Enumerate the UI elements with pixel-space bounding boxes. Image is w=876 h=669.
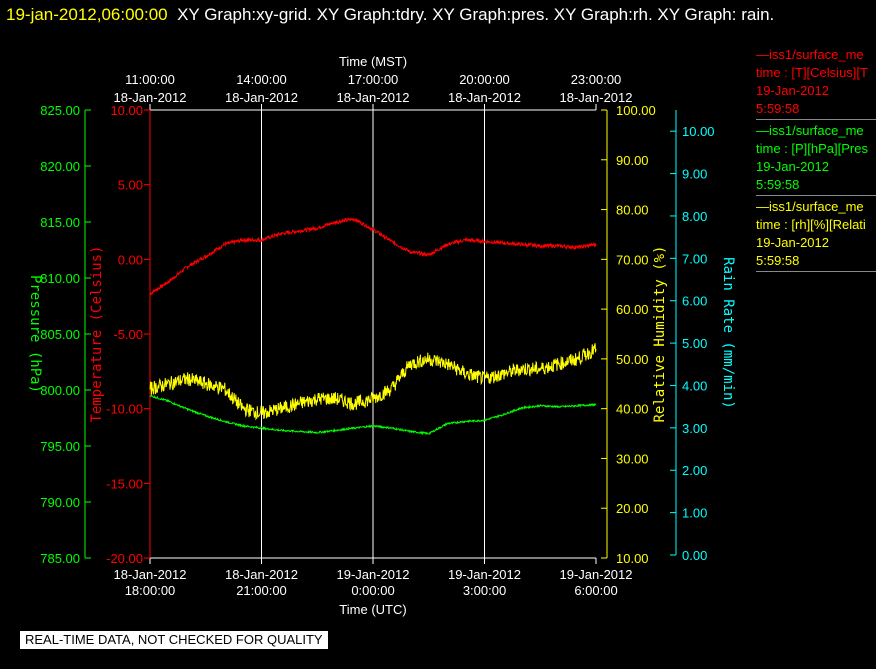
pressure-tick-label: 820.00	[40, 159, 80, 174]
x-tick-label-top-date: 18-Jan-2012	[560, 90, 633, 105]
legend-date: 19-Jan-2012	[756, 83, 829, 98]
temperature-tick-label: -10.00	[106, 402, 143, 417]
rain-tick-label: 0.00	[682, 548, 707, 563]
series-line-humidity	[149, 343, 597, 421]
x-tick-label-top-time: 20:00:00	[459, 72, 510, 87]
temperature-tick-label: 10.00	[110, 103, 143, 118]
legend-entry-humidity[interactable]: —iss1/surface_me time : [rh][%][Relati 1…	[756, 198, 876, 272]
x-tick-label-top-time: 11:00:00	[125, 72, 175, 87]
x-axis-label-top: Time (MST)	[339, 54, 407, 69]
humidity-tick-label: 60.00	[616, 302, 649, 317]
pressure-tick-label: 815.00	[40, 215, 80, 230]
legend-entry-pressure[interactable]: —iss1/surface_me time : [P][hPa][Pres 19…	[756, 122, 876, 196]
temperature-tick-label: -15.00	[106, 476, 143, 491]
legend: —iss1/surface_me time : [T][Celsius][T 1…	[756, 46, 876, 274]
rain-tick-label: 4.00	[682, 378, 707, 393]
x-tick-label-date: 19-Jan-2012	[560, 567, 633, 582]
pressure-tick-label: 800.00	[40, 383, 80, 398]
quality-banner: REAL-TIME DATA, NOT CHECKED FOR QUALITY	[20, 631, 328, 649]
x-tick-label-top-date: 18-Jan-2012	[114, 90, 187, 105]
legend-name: —iss1/surface_me	[756, 123, 864, 138]
rain-tick-label: 10.00	[682, 124, 715, 139]
humidity-tick-label: 90.00	[616, 153, 649, 168]
humidity-axis-label: Relative Humidity (%)	[652, 245, 668, 422]
legend-variable: time : [rh][%][Relati	[756, 217, 866, 232]
legend-entry-temperature[interactable]: —iss1/surface_me time : [T][Celsius][T 1…	[756, 46, 876, 120]
rain-tick-label: 8.00	[682, 209, 707, 224]
legend-date: 19-Jan-2012	[756, 159, 829, 174]
pressure-tick-label: 785.00	[40, 551, 80, 566]
series-line-pressure	[149, 394, 597, 436]
series-line-temperature	[149, 217, 597, 296]
legend-variable: time : [T][Celsius][T	[756, 65, 868, 80]
rain-axis-label: Rain Rate (mm/min)	[720, 257, 736, 409]
temperature-tick-label: 0.00	[118, 252, 143, 267]
rain-tick-label: 1.00	[682, 506, 707, 521]
legend-name: —iss1/surface_me	[756, 199, 864, 214]
x-tick-label-top-time: 23:00:00	[571, 72, 622, 87]
pressure-tick-label: 810.00	[40, 271, 80, 286]
legend-date: 19-Jan-2012	[756, 235, 829, 250]
x-tick-label-top-time: 14:00:00	[236, 72, 287, 87]
pressure-tick-label: 795.00	[40, 439, 80, 454]
humidity-tick-label: 70.00	[616, 252, 649, 267]
legend-name: —iss1/surface_me	[756, 47, 864, 62]
temperature-tick-label: -5.00	[113, 327, 143, 342]
pressure-tick-label: 805.00	[40, 327, 80, 342]
humidity-tick-label: 10.00	[616, 551, 649, 566]
humidity-tick-label: 50.00	[616, 352, 649, 367]
x-tick-label-date: 19-Jan-2012	[337, 567, 410, 582]
header-title: XY Graph:xy-grid. XY Graph:tdry. XY Grap…	[177, 5, 775, 24]
humidity-tick-label: 40.00	[616, 402, 649, 417]
header-timestamp: 19-jan-2012,06:00:00	[6, 5, 168, 24]
temperature-tick-label: 5.00	[118, 178, 143, 193]
x-tick-label-top-date: 18-Jan-2012	[337, 90, 410, 105]
x-tick-label-top-date: 18-Jan-2012	[225, 90, 298, 105]
rain-tick-label: 6.00	[682, 294, 707, 309]
rain-tick-label: 5.00	[682, 336, 707, 351]
humidity-tick-label: 80.00	[616, 203, 649, 218]
legend-time: 5:59:58	[756, 101, 800, 116]
x-tick-label-top-date: 18-Jan-2012	[448, 90, 521, 105]
humidity-tick-label: 100.00	[616, 103, 656, 118]
temperature-axis-label: Temperature (Celsius)	[89, 245, 105, 422]
rain-tick-label: 7.00	[682, 251, 707, 266]
x-tick-label-time: 18:00:00	[125, 583, 176, 598]
x-tick-label-date: 18-Jan-2012	[114, 567, 187, 582]
legend-time: 5:59:58	[756, 177, 800, 192]
legend-variable: time : [P][hPa][Pres	[756, 141, 868, 156]
header: 19-jan-2012,06:00:00 XY Graph:xy-grid. X…	[6, 0, 856, 29]
rain-tick-label: 2.00	[682, 463, 707, 478]
x-tick-label-time: 6:00:00	[574, 583, 617, 598]
x-tick-label-time: 0:00:00	[351, 583, 394, 598]
rain-tick-label: 3.00	[682, 421, 707, 436]
rain-tick-label: 9.00	[682, 167, 707, 182]
temperature-tick-label: -20.00	[106, 551, 143, 566]
pressure-tick-label: 790.00	[40, 495, 80, 510]
x-tick-label-date: 19-Jan-2012	[448, 567, 521, 582]
x-tick-label-time: 21:00:00	[236, 583, 287, 598]
x-axis-label-bottom: Time (UTC)	[339, 602, 406, 617]
legend-time: 5:59:58	[756, 253, 800, 268]
x-tick-label-time: 3:00:00	[463, 583, 506, 598]
x-tick-label-date: 18-Jan-2012	[225, 567, 298, 582]
pressure-axis-label: Pressure (hPa)	[27, 275, 43, 393]
humidity-tick-label: 30.00	[616, 451, 649, 466]
humidity-tick-label: 20.00	[616, 501, 649, 516]
x-tick-label-top-time: 17:00:00	[348, 72, 399, 87]
pressure-tick-label: 825.00	[40, 103, 80, 118]
